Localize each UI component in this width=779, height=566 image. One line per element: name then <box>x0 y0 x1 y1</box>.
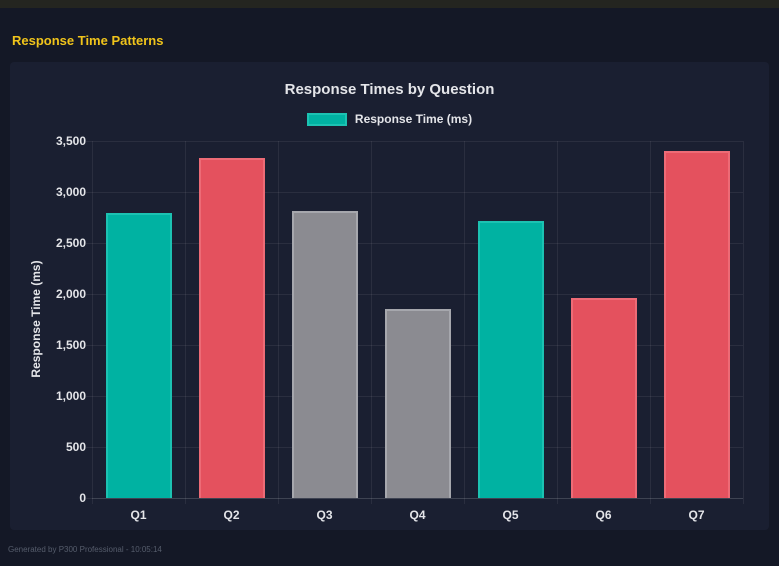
x-tick-label: Q3 <box>316 508 333 522</box>
window-top-strip <box>0 0 779 8</box>
y-tick-label: 1,000 <box>55 389 86 403</box>
y-tick-label: 2,500 <box>55 236 86 250</box>
y-tick-mark <box>86 294 92 295</box>
legend-swatch <box>306 112 347 126</box>
x-tick-label: Q7 <box>688 508 705 522</box>
x-gridline <box>92 141 93 498</box>
chart-legend: Response Time (ms) <box>10 112 769 126</box>
x-tick-mark <box>464 498 465 504</box>
x-gridline <box>464 141 465 498</box>
x-tick-mark <box>557 498 558 504</box>
bar-q2 <box>198 158 265 498</box>
x-gridline <box>743 141 744 498</box>
bar-q7 <box>663 151 730 498</box>
x-axis-labels: Q1 Q2 Q3 Q4 Q5 Q6 Q7 <box>92 508 743 522</box>
y-tick-label: 2,000 <box>55 287 86 301</box>
y-tick-mark <box>86 141 92 142</box>
x-tick-mark <box>371 498 372 504</box>
y-tick-label: 3,500 <box>55 134 86 148</box>
x-tick-label: Q4 <box>409 508 426 522</box>
page-title: Response Time Patterns <box>12 33 164 48</box>
x-tick-mark <box>650 498 651 504</box>
x-tick-mark <box>743 498 744 504</box>
bar-q1 <box>105 213 172 498</box>
y-gridline <box>92 141 743 142</box>
x-tick-label: Q6 <box>595 508 612 522</box>
y-tick-label: 1,500 <box>55 338 86 352</box>
bar-q3 <box>291 211 358 498</box>
y-gridline <box>92 294 743 295</box>
x-gridline <box>278 141 279 498</box>
x-tick-mark <box>92 498 93 504</box>
y-gridline <box>92 498 743 499</box>
bar-q4 <box>384 309 451 498</box>
y-gridline <box>92 192 743 193</box>
x-gridline <box>557 141 558 498</box>
y-axis-title: Response Time (ms) <box>29 260 43 378</box>
y-gridline <box>92 243 743 244</box>
chart-panel: Response Times by Question Response Time… <box>10 62 769 530</box>
x-gridline <box>371 141 372 498</box>
y-tick-label: 500 <box>65 440 86 454</box>
x-tick-mark <box>278 498 279 504</box>
plot-area: 0 500 1,000 1,500 2,000 2,500 3,000 3,500 <box>56 134 744 505</box>
x-tick-label: Q2 <box>223 508 240 522</box>
bar-q6 <box>570 298 637 498</box>
x-tick-label: Q1 <box>130 508 147 522</box>
y-tick-mark <box>86 447 92 448</box>
y-tick-label: 3,000 <box>55 185 86 199</box>
y-tick-mark <box>86 345 92 346</box>
legend-label: Response Time (ms) <box>354 112 473 126</box>
y-tick-label: 0 <box>79 491 86 505</box>
y-tick-mark <box>86 396 92 397</box>
x-gridline <box>650 141 651 498</box>
y-tick-mark <box>86 498 92 499</box>
x-tick-mark <box>185 498 186 504</box>
y-tick-mark <box>86 192 92 193</box>
y-tick-mark <box>86 243 92 244</box>
footer-text: Generated by P300 Professional - 10:05:1… <box>8 545 162 554</box>
x-tick-label: Q5 <box>502 508 519 522</box>
bar-q5 <box>477 221 544 498</box>
x-gridline <box>185 141 186 498</box>
chart-title: Response Times by Question <box>284 81 495 98</box>
